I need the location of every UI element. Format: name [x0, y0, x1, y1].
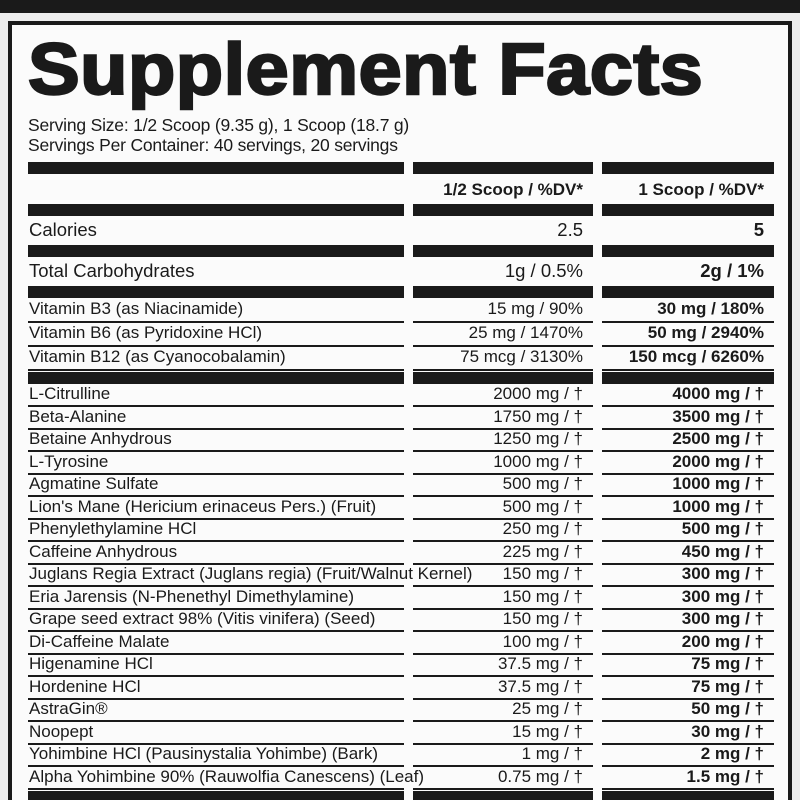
column-header-half-scoop: 1/2 Scoop / %DV*	[443, 179, 583, 199]
half-scoop-value-cell: 1g / 0.5%	[504, 259, 583, 281]
half-scoop-value-cell: 150 mg / †	[413, 564, 593, 588]
half-scoop-value-cell: 0.75 mg / †	[413, 767, 593, 790]
row-name-cell: Caffeine Anhydrous	[28, 542, 404, 565]
one-scoop-value-cell: 5	[753, 218, 764, 240]
half-scoop-value-cell: 500 mg / †	[413, 497, 593, 520]
one-scoop-value-cell: 2000 mg / †	[602, 452, 774, 475]
row-name-cell: Vitamin B6 (as Pyridoxine HCl)	[28, 323, 404, 347]
divider-bar-segment	[28, 244, 404, 257]
divider-bar-segment	[413, 285, 593, 298]
one-scoop-value-cell: 3500 mg / †	[602, 407, 774, 430]
one-scoop-value-cell: 150 mcg / 6260%	[602, 347, 774, 371]
half-scoop-value-cell: 2.5	[557, 218, 583, 240]
row-name-cell: L-Citrulline	[28, 384, 404, 408]
half-scoop-value-cell: 1750 mg / †	[413, 407, 593, 430]
half-scoop-value-cell: 1000 mg / †	[413, 452, 593, 475]
one-scoop-value-cell: 30 mg / 180%	[602, 299, 774, 323]
one-scoop-value-cell: 450 mg / †	[602, 542, 774, 565]
row-name-cell: Eria Jarensis (N-Phenethyl Dimethylamine…	[28, 587, 404, 610]
divider-bar-segment	[413, 790, 593, 800]
half-scoop-value-cell: 100 mg / †	[413, 632, 593, 655]
divider-bar-segment	[413, 371, 593, 384]
one-scoop-value-cell: 300 mg / †	[602, 564, 774, 588]
half-scoop-value-cell: 37.5 mg / †	[413, 677, 593, 700]
half-scoop-value-cell: 2000 mg / †	[413, 384, 593, 408]
half-scoop-value-cell: 1 mg / †	[413, 744, 593, 768]
row-name-cell: Higenamine HCl	[28, 654, 404, 678]
row-name-cell: Vitamin B3 (as Niacinamide)	[28, 299, 404, 323]
one-scoop-value-cell: 200 mg / †	[602, 632, 774, 655]
divider-bar-segment	[602, 161, 774, 174]
row-name-cell: AstraGin®	[28, 699, 404, 723]
row-name-cell: Grape seed extract 98% (Vitis vinifera) …	[28, 609, 404, 633]
divider-bar-segment	[602, 244, 774, 257]
one-scoop-value-cell: 1.5 mg / †	[602, 767, 774, 790]
top-edge-bar	[0, 0, 800, 13]
one-scoop-value-cell: 1000 mg / †	[602, 474, 774, 498]
half-scoop-value-cell: 75 mcg / 3130%	[413, 347, 593, 371]
half-scoop-value-cell: 225 mg / †	[413, 542, 593, 565]
divider-bar-segment	[28, 790, 404, 800]
one-scoop-value-cell: 500 mg / †	[602, 519, 774, 543]
row-name-cell: Agmatine Sulfate	[28, 474, 404, 498]
one-scoop-value-cell: 30 mg / †	[602, 722, 774, 745]
divider-bar-segment	[413, 244, 593, 257]
one-scoop-value-cell: 300 mg / †	[602, 587, 774, 610]
row-name-cell: Phenylethylamine HCl	[28, 519, 404, 543]
half-scoop-value-cell: 150 mg / †	[413, 587, 593, 610]
row-name-cell: Beta-Alanine	[28, 407, 404, 430]
one-scoop-value-cell: 50 mg / †	[602, 699, 774, 723]
row-name-cell: Vitamin B12 (as Cyanocobalamin)	[28, 347, 404, 371]
half-scoop-value-cell: 15 mg / †	[413, 722, 593, 745]
row-name-cell: Juglans Regia Extract (Juglans regia) (F…	[28, 564, 472, 588]
half-scoop-value-cell: 15 mg / 90%	[413, 299, 593, 323]
one-scoop-value-cell: 4000 mg / †	[602, 384, 774, 408]
one-scoop-value-cell: 50 mg / 2940%	[602, 323, 774, 347]
serving-size-line: Serving Size: 1/2 Scoop (9.35 g), 1 Scoo…	[28, 114, 410, 135]
half-scoop-value-cell: 150 mg / †	[413, 609, 593, 633]
row-name-cell: Alpha Yohimbine 90% (Rauwolfia Canescens…	[28, 767, 424, 790]
divider-bar-segment	[28, 203, 404, 216]
half-scoop-value-cell: 25 mg / 1470%	[413, 323, 593, 347]
divider-bar-segment	[602, 371, 774, 384]
half-scoop-value-cell: 1250 mg / †	[413, 429, 593, 453]
row-name-cell: Di-Caffeine Malate	[28, 632, 404, 655]
one-scoop-value-cell: 2500 mg / †	[602, 429, 774, 453]
divider-bar-segment	[602, 203, 774, 216]
row-name-cell: Total Carbohydrates	[29, 259, 195, 281]
half-scoop-value-cell: 25 mg / †	[413, 699, 593, 723]
row-name-cell: Betaine Anhydrous	[28, 429, 404, 453]
one-scoop-value-cell: 300 mg / †	[602, 609, 774, 633]
header-spacer	[28, 175, 404, 203]
one-scoop-value-cell: 1000 mg / †	[602, 497, 774, 520]
half-scoop-value-cell: 500 mg / †	[413, 474, 593, 498]
column-header-one-scoop: 1 Scoop / %DV*	[638, 179, 764, 199]
half-scoop-value-cell: 37.5 mg / †	[413, 654, 593, 678]
one-scoop-value-cell: 75 mg / †	[602, 654, 774, 678]
row-name-cell: Calories	[29, 218, 97, 240]
one-scoop-value-cell: 75 mg / †	[602, 677, 774, 700]
supplement-facts-panel: Supplement Facts Serving Size: 1/2 Scoop…	[8, 21, 792, 800]
row-name-cell: Hordenine HCl	[28, 677, 404, 700]
facts-table: 1/2 Scoop / %DV* 1 Scoop / %DV* Calories…	[28, 161, 774, 800]
divider-bar-segment	[602, 790, 774, 800]
divider-bar-segment	[413, 203, 593, 216]
row-name-cell: L-Tyrosine	[28, 452, 404, 475]
half-scoop-value-cell: 250 mg / †	[413, 519, 593, 543]
servings-per-container-line: Servings Per Container: 40 servings, 20 …	[28, 135, 398, 156]
one-scoop-value-cell: 2 mg / †	[602, 744, 774, 768]
divider-bar-segment	[602, 285, 774, 298]
divider-bar-segment	[413, 161, 593, 174]
one-scoop-value-cell: 2g / 1%	[700, 259, 764, 281]
divider-bar-segment	[28, 161, 404, 174]
row-name-cell: Noopept	[28, 722, 404, 745]
row-name-cell: Yohimbine HCl (Pausinystalia Yohimbe) (B…	[28, 744, 404, 768]
divider-bar-segment	[28, 371, 404, 384]
row-name-cell: Lion's Mane (Hericium erinaceus Pers.) (…	[28, 497, 404, 520]
divider-bar-segment	[28, 285, 404, 298]
panel-title: Supplement Facts	[27, 30, 704, 110]
